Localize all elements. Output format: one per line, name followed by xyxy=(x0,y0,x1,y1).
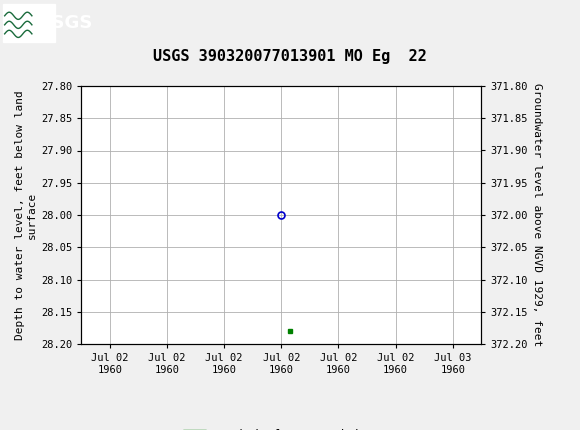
Text: USGS 390320077013901 MO Eg  22: USGS 390320077013901 MO Eg 22 xyxy=(153,49,427,64)
Y-axis label: Groundwater level above NGVD 1929, feet: Groundwater level above NGVD 1929, feet xyxy=(532,83,542,347)
Text: USGS: USGS xyxy=(38,14,93,31)
Legend: Period of approved data: Period of approved data xyxy=(178,424,385,430)
FancyBboxPatch shape xyxy=(3,3,55,42)
Y-axis label: Depth to water level, feet below land
surface: Depth to water level, feet below land su… xyxy=(15,90,37,340)
